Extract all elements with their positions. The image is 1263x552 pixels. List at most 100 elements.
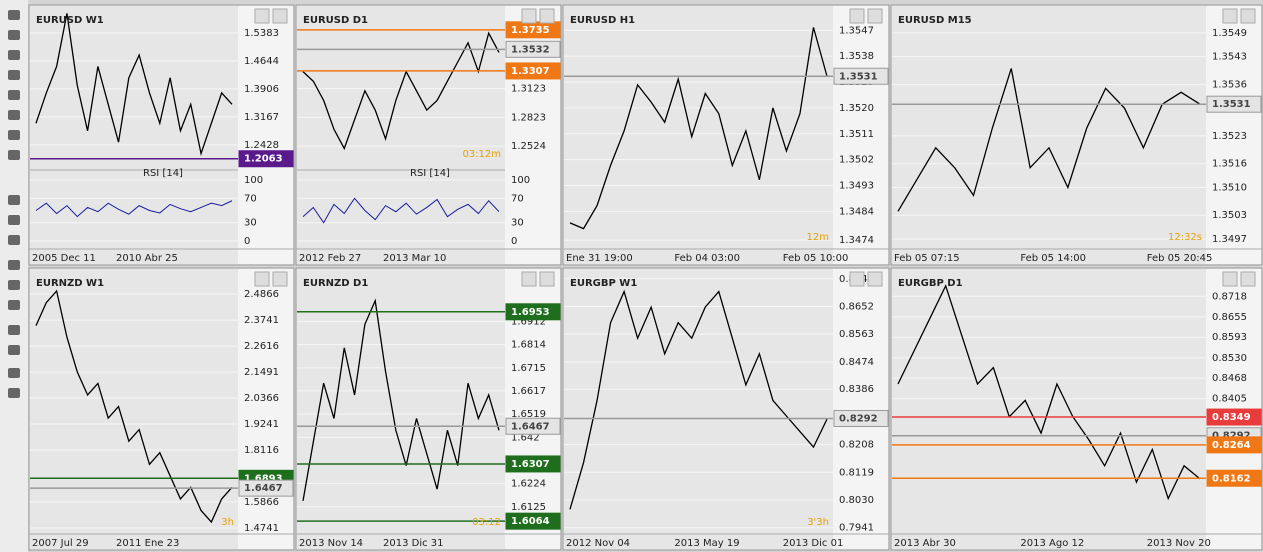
y-tick-label: 0.8652 [839,301,874,312]
edit-button[interactable] [1222,271,1238,287]
x-tick-label: 2013 Dic 31 [383,538,444,549]
edit-button[interactable] [849,271,865,287]
close-button[interactable] [1240,271,1256,287]
price-tag-label: 0.8292 [1212,431,1251,442]
chart-title: EURGBP W1 [570,278,637,289]
close-button[interactable] [867,8,883,24]
y-tick-label: 1.6125 [511,502,546,513]
tool-button[interactable] [8,345,20,355]
tool-button[interactable] [8,70,20,80]
edit-button[interactable] [521,271,537,287]
x-tick-label: 2013 Nov 14 [299,538,363,549]
bar-timer: 03:12 [472,517,501,528]
price-line [897,68,1201,212]
price-line [897,284,1201,501]
price-tag [1206,408,1262,426]
y-tick-label: 1.3523 [1212,131,1247,142]
y-tick-label: 1.2823 [511,112,546,123]
y-tick-label: 1.642 [511,432,540,443]
price-line [35,13,233,157]
close-button[interactable] [272,271,288,287]
price-tag [238,479,294,497]
y-tick-label: 0 [244,236,250,247]
tool-button[interactable] [8,235,20,245]
y-tick-label: 1.3493 [839,181,874,192]
y-tick-label: 1.3520 [839,103,874,114]
tool-button[interactable] [8,130,20,140]
edit-button[interactable] [1222,8,1238,24]
tool-button[interactable] [8,90,20,100]
tool-button[interactable] [8,300,20,310]
bar-timer: 12m [807,232,829,243]
x-tick-label: 2013 Mar 10 [383,253,446,264]
x-tick-label: Feb 05 20:45 [1147,253,1213,264]
tool-button[interactable] [8,325,20,335]
tool-button[interactable] [8,280,20,290]
edit-button[interactable] [254,8,270,24]
x-tick-label: 2011 Ene 23 [116,538,179,549]
y-tick-label: 1.6715 [511,363,546,374]
y-tick-label: 1.2428 [244,140,279,151]
close-button[interactable] [272,8,288,24]
price-tag-label: 1.3532 [511,44,550,55]
y-tick-label: 2.2616 [244,341,279,352]
y-tick-label: 1.3543 [1212,52,1247,63]
chart-title: EURNZD D1 [303,278,368,289]
price-tag [833,409,889,427]
tool-button[interactable] [8,368,20,378]
y-tick-label: 0.8119 [839,467,874,478]
price-line [569,27,828,230]
price-tag-label: 1.6467 [244,483,283,494]
edit-button[interactable] [521,8,537,24]
tool-button[interactable] [8,388,20,398]
price-axis [238,6,293,264]
edit-button[interactable] [254,271,270,287]
price-tag-label: 1.6953 [511,307,550,318]
panel [890,267,1263,551]
y-tick-label: 0.8474 [839,357,874,368]
tool-button[interactable] [8,50,20,60]
price-tag-label: 1.3307 [511,66,550,77]
price-tag [505,512,561,530]
x-tick-label: 2013 May 19 [674,538,739,549]
bar-timer: 03:12m [462,149,501,160]
x-tick-label: 2012 Nov 04 [566,538,630,549]
y-tick-label: 30 [244,218,257,229]
tool-button[interactable] [8,215,20,225]
edit-button[interactable] [849,8,865,24]
x-tick-label: 2010 Abr 25 [116,253,178,264]
tool-button[interactable] [8,195,20,205]
close-button[interactable] [539,8,555,24]
tool-button[interactable] [8,30,20,40]
y-tick-label: 1.8116 [244,445,279,456]
y-tick-label: 2.1491 [244,367,279,378]
tool-button[interactable] [8,10,20,20]
y-tick-label: 100 [511,175,530,186]
price-tag-label: 1.3735 [511,25,550,36]
y-tick-label: 1.5866 [244,497,279,508]
y-tick-label: 1.2524 [511,141,546,152]
tool-button[interactable] [8,260,20,270]
y-tick-label: 2.4866 [244,289,279,300]
price-axis [833,269,888,549]
close-button[interactable] [539,271,555,287]
close-button[interactable] [867,271,883,287]
rsi-line [35,200,233,218]
price-tag-label: 1.6467 [511,421,550,432]
tool-button[interactable] [8,150,20,160]
rsi-line [302,197,500,224]
y-tick-label: 70 [511,193,524,204]
y-tick-label: 1.6224 [511,478,546,489]
y-tick-label: 30 [511,218,524,229]
y-tick-label: 1.3502 [839,155,874,166]
y-tick-label: 1.6617 [511,386,546,397]
tool-button[interactable] [8,110,20,120]
price-tag-label: 1.6893 [244,473,283,484]
close-button[interactable] [1240,8,1256,24]
bar-timer: 3h [221,517,234,528]
y-tick-label: 0 [511,236,517,247]
y-tick-label: 1.3549 [1212,28,1247,39]
y-tick-label: 0.8655 [1212,312,1247,323]
price-tag [1206,436,1262,454]
bar-timer: 12:32s [1168,232,1202,243]
